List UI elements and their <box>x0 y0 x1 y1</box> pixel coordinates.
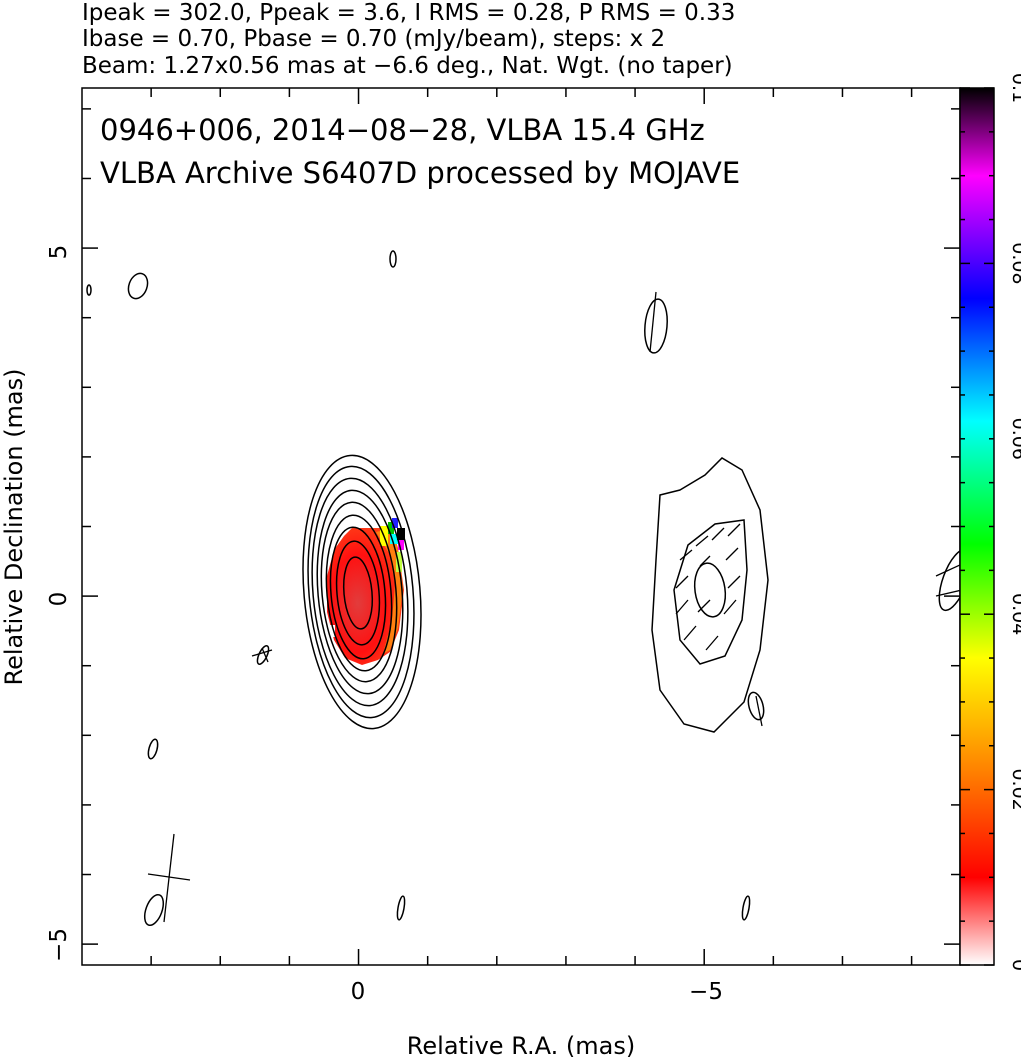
pvec-12 <box>699 555 711 567</box>
colorbar-tick-label: 0.06 <box>1008 418 1021 460</box>
polarization-white-pixel <box>327 625 335 637</box>
core-contour-7 <box>329 526 387 660</box>
header-line-2: Ibase = 0.70, Pbase = 0.70 (mJy/beam), s… <box>82 26 665 52</box>
x-ticks <box>150 88 913 965</box>
pvec-4 <box>727 523 741 537</box>
colorbar-labels: 0 0.02 0.04 0.06 0.08 0.1 <box>1008 73 1021 971</box>
map-content <box>86 250 960 927</box>
colorbar-tick-label: 0.08 <box>1008 242 1021 284</box>
pvec-13 <box>697 599 711 613</box>
pvec-18 <box>147 873 191 881</box>
polarization-blue-pixel <box>392 518 398 528</box>
y-axis-label: Relative Declination (mas) <box>0 368 28 685</box>
pvec-1 <box>679 549 693 561</box>
core-contour-5 <box>320 501 398 683</box>
y-tick-label-minus5: −5 <box>46 928 72 962</box>
pvec-2 <box>695 535 709 547</box>
jet-contour-1 <box>651 457 769 733</box>
y-tick-label-5: 5 <box>46 245 72 260</box>
pvec-8 <box>675 599 689 615</box>
x-axis-label: Relative R.A. (mas) <box>407 1032 635 1060</box>
pvec-6 <box>725 547 739 561</box>
colorbar-ticks <box>960 87 994 966</box>
pvec-11 <box>705 635 719 651</box>
noise-contour-3 <box>644 298 668 354</box>
panel-title-line-1: 0946+006, 2014−08−28, VLBA 15.4 GHz <box>100 113 705 147</box>
noise-contour-8 <box>396 895 406 921</box>
core-contour-2 <box>307 465 415 719</box>
core-contour-3 <box>311 477 409 707</box>
pvec-14 <box>261 647 269 663</box>
pvec-17 <box>163 833 175 923</box>
noise-contours <box>86 250 960 927</box>
noise-contour-9 <box>741 895 751 921</box>
core-contour-4 <box>316 489 404 695</box>
noise-contour-10 <box>747 691 765 721</box>
pvec-19 <box>935 564 960 577</box>
plot-frame <box>81 87 961 966</box>
y-tick-label-0: 0 <box>46 592 72 607</box>
noise-contour-7 <box>143 893 165 927</box>
jet-contours <box>651 457 769 733</box>
polarization-green-pixel <box>388 522 394 534</box>
noise-contour-2 <box>389 250 397 268</box>
polarization-vectors <box>147 291 960 923</box>
noise-contour-1 <box>127 272 149 300</box>
pvec-16 <box>649 291 657 353</box>
colorbar-tick-label: 0.04 <box>1008 593 1021 635</box>
noise-contour-4 <box>86 284 92 296</box>
noise-contour-5 <box>256 645 270 665</box>
core-contour-8 <box>335 540 381 646</box>
pvec-3 <box>711 527 725 541</box>
colorbar <box>960 88 994 965</box>
core-contour-6 <box>325 514 393 672</box>
polarization-magenta-pixel <box>398 540 404 550</box>
noise-contour-11 <box>938 548 960 612</box>
y-ticks <box>82 108 960 945</box>
noise-contour-6 <box>147 738 159 760</box>
pvec-20 <box>935 589 960 597</box>
core-contours <box>302 454 422 730</box>
core-contour-9 <box>342 556 374 630</box>
pvec-7 <box>727 575 741 589</box>
x-tick-label-0: 0 <box>351 979 366 1005</box>
polarization-black-pixel <box>397 528 405 540</box>
colorbar-tick-label: 0 <box>1008 959 1021 971</box>
pvec-21 <box>755 695 763 727</box>
core-contour-1 <box>302 454 422 730</box>
polarization-cyan-pixel <box>390 534 398 544</box>
panel-title-line-2: VLBA Archive S6407D processed by MOJAVE <box>100 156 740 190</box>
pvec-9 <box>723 599 737 615</box>
header-line-1: Ipeak = 302.0, Ppeak = 3.6, I RMS = 0.28… <box>82 0 735 26</box>
x-tick-label-minus5: −5 <box>689 979 723 1005</box>
polarization-lime-pixel <box>396 552 402 572</box>
jet-contour-2 <box>673 519 748 665</box>
colorbar-tick-label: 0.1 <box>1008 73 1021 103</box>
jet-contour-3 <box>693 562 727 618</box>
colorbar-tick-label: 0.02 <box>1008 768 1021 810</box>
header-line-3: Beam: 1.27x0.56 mas at −6.6 deg., Nat. W… <box>82 53 733 79</box>
pvec-5 <box>675 575 689 589</box>
pvec-10 <box>683 625 697 641</box>
